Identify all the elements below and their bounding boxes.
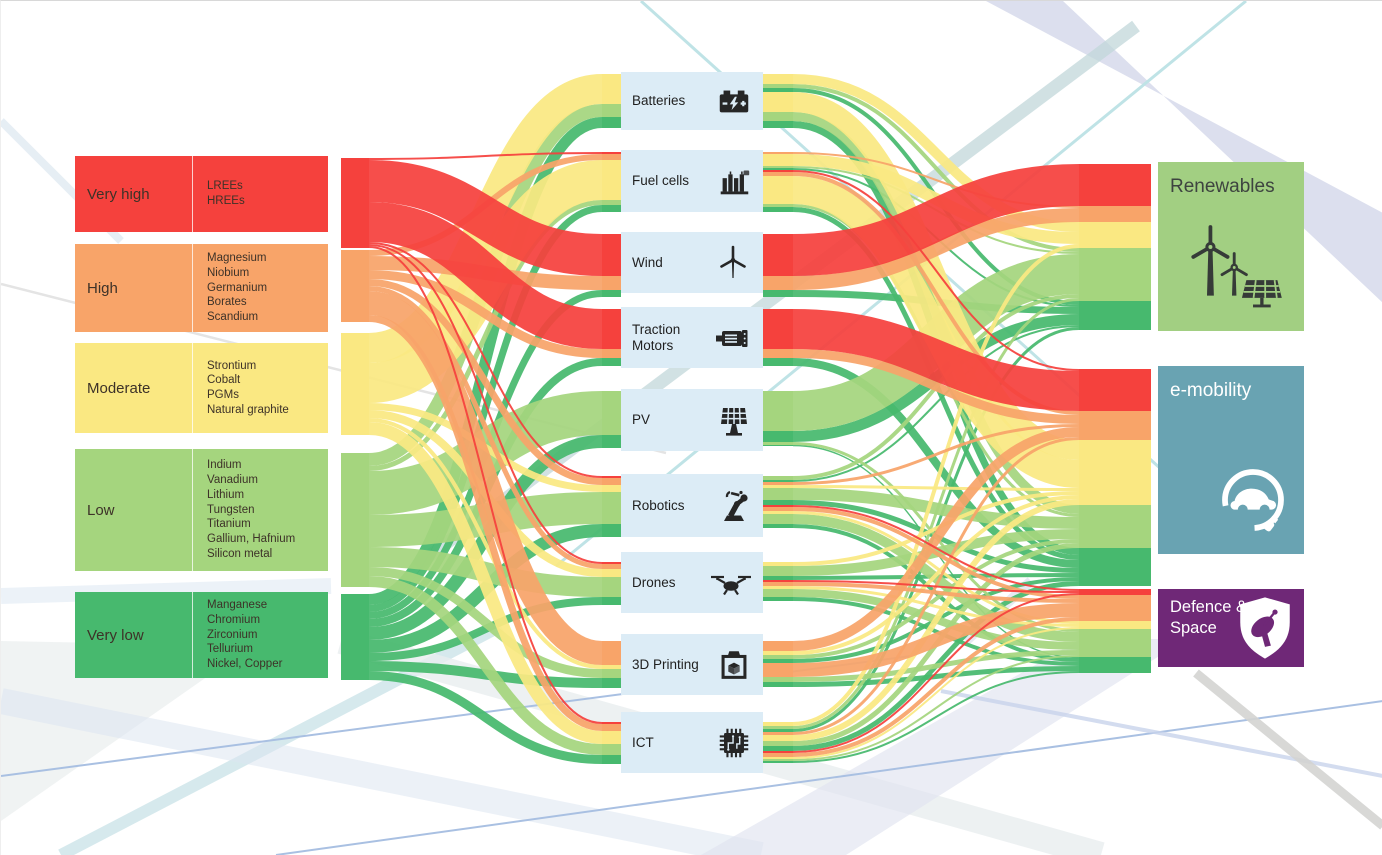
risk-box-very-low: Very low Manganese Chromium Zirconium Te… [75,592,328,678]
tech-box-wind: Wind [621,232,763,293]
risk-box-moderate: Moderate Strontium Cobalt PGMs Natural g… [75,343,328,433]
tech-box-traction-motors: Traction Motors [621,307,763,368]
risk-materials: Strontium Cobalt PGMs Natural graphite [207,359,289,416]
tech-label: Robotics [632,497,685,513]
battery-icon [715,82,753,120]
electric-car-icon [1212,459,1294,546]
sector-box-defence-space: Defence & Space [1158,589,1304,667]
risk-box-low: Low Indium Vanadium Lithium Tungsten Tit… [75,449,328,571]
tech-label: Wind [632,254,663,270]
tech-box-pv: PV [621,389,763,451]
shield-satellite-icon [1234,595,1296,666]
tech-label: 3D Printing [632,656,699,672]
sector-box-emobility: e-mobility [1158,366,1304,554]
tech-box-fuel-cells: Fuel cells [621,150,763,212]
fuel-cell-icon [715,162,753,200]
risk-materials: Indium Vanadium Lithium Tungsten Titaniu… [207,459,296,560]
risk-label: Very high [75,156,193,232]
robot-arm-icon [713,486,753,526]
sector-label: e-mobility [1170,380,1252,401]
tech-label: ICT [632,734,654,750]
risk-label: Moderate [75,343,193,433]
wind-turbine-icon [713,243,753,283]
wind-solar-icon [1180,218,1284,323]
tech-box-batteries: Batteries [621,72,763,130]
tech-label: Batteries [632,93,686,109]
tech-box-drones: Drones [621,552,763,613]
risk-materials: LREEs HREEs [207,180,245,207]
sector-box-renewables: Renewables [1158,162,1304,331]
risk-box-high: High Magnesium Niobium Germanium Borates… [75,244,328,332]
tech-label: Fuel cells [632,173,690,189]
3d-printer-icon [715,646,753,684]
drone-icon [709,563,753,603]
risk-label: Very low [75,592,193,678]
risk-label: Low [75,449,193,571]
chip-icon [715,724,753,762]
tech-label: Traction Motors [632,321,681,353]
tech-box-3d-printing: 3D Printing [621,634,763,695]
risk-materials: Magnesium Niobium Germanium Borates Scan… [207,252,268,324]
risk-label: High [75,244,193,332]
solar-panel-icon [713,400,753,440]
risk-materials: Manganese Chromium Zirconium Tellurium N… [207,599,283,671]
tech-box-robotics: Robotics [621,474,763,537]
sector-label: Defence & Space [1170,598,1247,637]
sector-label: Renewables [1170,176,1275,197]
motor-icon [713,318,753,358]
tech-box-ict: ICT [621,712,763,773]
tech-label: PV [632,412,651,428]
risk-box-very-high: Very high LREEs HREEs [75,156,328,232]
tech-label: Drones [632,574,676,590]
